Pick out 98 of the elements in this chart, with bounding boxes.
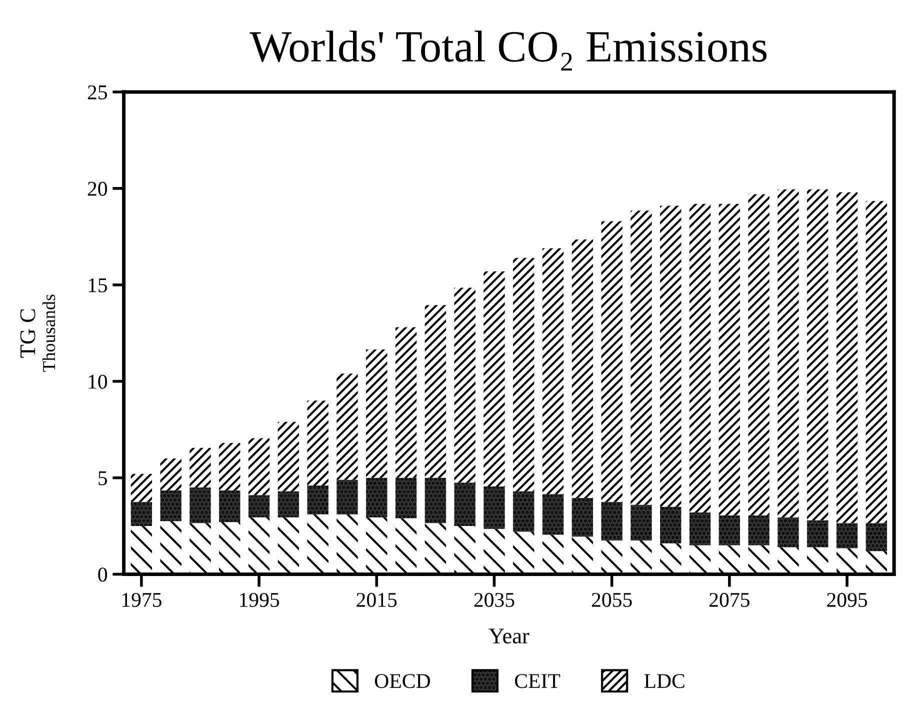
- bar: [248, 495, 270, 518]
- bar: [395, 327, 417, 478]
- bar: [336, 374, 358, 480]
- legend-label: OECD: [374, 674, 430, 688]
- text: Thousands: [42, 294, 56, 372]
- bar: [160, 490, 182, 522]
- bar: [836, 192, 858, 524]
- bar: [572, 498, 594, 537]
- bar: [807, 547, 828, 574]
- bar: [278, 422, 300, 492]
- bar: [248, 438, 270, 496]
- y-tick-label: 5: [98, 471, 108, 486]
- bar: [190, 487, 211, 524]
- y-tick-label: 15: [88, 278, 108, 292]
- bar: [190, 448, 211, 488]
- bar: [484, 271, 505, 486]
- bar: [366, 478, 388, 518]
- bar: [542, 494, 564, 535]
- legend-label: CEIT: [515, 674, 560, 688]
- bar: [601, 540, 622, 574]
- y-tick-label: 10: [88, 374, 108, 389]
- bar: [248, 517, 270, 574]
- bar: [601, 221, 622, 502]
- bar: [424, 478, 446, 524]
- bar: [278, 491, 300, 518]
- bar: [219, 522, 240, 574]
- bar: [130, 502, 152, 526]
- x-tick-label: 2035: [474, 592, 514, 607]
- x-tick-label: 2075: [710, 592, 750, 607]
- bar: [866, 523, 888, 552]
- bar: [572, 536, 594, 574]
- x-axis-title: Year: [488, 628, 530, 644]
- bar: [454, 482, 476, 526]
- y-axis-title: TG C: [20, 309, 36, 358]
- bar: [366, 517, 388, 574]
- x-tick-label: 2055: [592, 592, 632, 607]
- bar: [866, 551, 888, 574]
- bar: [807, 520, 828, 548]
- x-tick-label: 2015: [356, 592, 397, 607]
- bar: [219, 443, 240, 490]
- bar: [160, 521, 182, 574]
- bar: [660, 206, 682, 507]
- bar: [778, 517, 799, 548]
- bar: [689, 512, 711, 546]
- bar: [778, 547, 799, 574]
- x-tick-label: 2095: [827, 592, 868, 607]
- bar: [160, 458, 182, 490]
- bar: [424, 305, 446, 478]
- bar: [866, 200, 888, 524]
- bar: [778, 189, 799, 518]
- bar: [366, 349, 388, 478]
- bar: [307, 486, 328, 514]
- bar: [484, 486, 505, 529]
- bar: [572, 240, 594, 498]
- y-tick-label: 20: [88, 182, 108, 196]
- bar: [836, 523, 858, 548]
- legend-label: LDC: [644, 674, 684, 688]
- bar: [748, 515, 770, 546]
- bar: [630, 504, 652, 540]
- bar: [807, 189, 828, 520]
- y-tick-label: 0: [98, 568, 108, 582]
- bar: [513, 491, 534, 532]
- bar: [513, 258, 534, 492]
- bar: [336, 480, 358, 514]
- bar: [689, 204, 711, 513]
- bar: [307, 400, 328, 486]
- bar: [630, 540, 652, 574]
- bar: [424, 523, 446, 574]
- bar: [660, 506, 682, 544]
- bar: [190, 523, 211, 574]
- x-tick-label: 1975: [122, 592, 162, 607]
- bar: [336, 514, 358, 574]
- bar: [513, 532, 534, 574]
- y-tick-label: 25: [88, 85, 108, 100]
- bar: [130, 474, 152, 502]
- bar: [219, 490, 240, 522]
- bar: [660, 543, 682, 574]
- bar: [748, 194, 770, 516]
- bar: [454, 526, 476, 574]
- bar: [836, 548, 858, 574]
- bar: [542, 248, 564, 494]
- bar: [542, 534, 564, 574]
- bar: [454, 288, 476, 483]
- bar: [748, 545, 770, 574]
- bar: [395, 518, 417, 574]
- bar: [307, 514, 328, 574]
- bar: [395, 478, 417, 518]
- x-tick-label: 1995: [240, 592, 280, 607]
- bar: [601, 502, 622, 540]
- bar: [689, 545, 711, 574]
- bar: [718, 545, 740, 574]
- bar: [278, 517, 300, 574]
- chart-title: Worlds' Total CO₂ Emissions: [250, 30, 767, 70]
- bar: [718, 204, 740, 516]
- bar: [130, 526, 152, 574]
- bar: [630, 210, 652, 505]
- bar: [484, 528, 505, 574]
- bar: [718, 515, 740, 546]
